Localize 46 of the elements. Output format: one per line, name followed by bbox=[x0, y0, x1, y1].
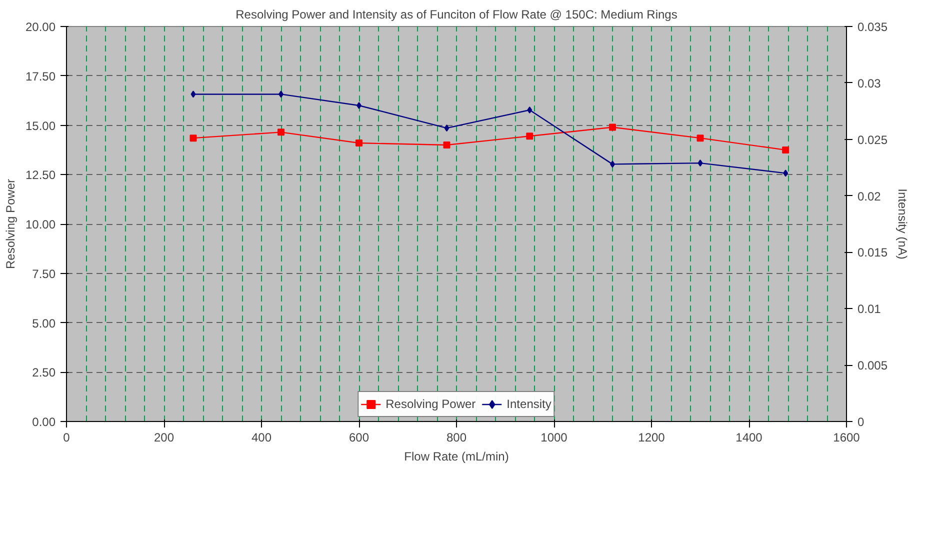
x-tick-label: 200 bbox=[154, 430, 174, 444]
x-tick-label: 800 bbox=[446, 430, 467, 444]
y2-tick-label: 0.015 bbox=[858, 246, 888, 260]
x-tick-label: 1200 bbox=[638, 430, 666, 444]
legend-label: Intensity bbox=[506, 397, 552, 411]
point bbox=[783, 170, 788, 177]
y-tick-label: 12.50 bbox=[25, 168, 56, 182]
y-tick-label: 20.00 bbox=[25, 20, 56, 34]
point bbox=[526, 132, 534, 140]
point bbox=[190, 90, 196, 98]
point bbox=[696, 134, 704, 142]
y2-tick-label: 0.03 bbox=[858, 76, 882, 90]
y2-tick-label: 0.005 bbox=[858, 358, 888, 373]
y2-tick-label: 0 bbox=[858, 415, 864, 429]
point bbox=[443, 142, 450, 148]
y-tick-label: 7.50 bbox=[32, 266, 56, 281]
y-tick-label: 5.00 bbox=[32, 316, 56, 330]
point bbox=[698, 160, 703, 167]
point bbox=[527, 106, 532, 114]
point bbox=[444, 124, 450, 132]
y2-tick-label: 0.035 bbox=[858, 20, 888, 34]
y2-tick-label: 0.025 bbox=[858, 132, 888, 147]
y-tick-label: 10.00 bbox=[25, 218, 56, 232]
chart-title: Resolving Power and Intensity as of Funciton of Flow Rate @ 150C: Medium Rings bbox=[236, 8, 678, 22]
y2-tick-label: 0.02 bbox=[858, 189, 882, 204]
point bbox=[190, 134, 197, 142]
x-tick-label: 0 bbox=[63, 430, 70, 444]
point bbox=[356, 102, 362, 109]
x-tick-label: 1400 bbox=[736, 430, 763, 444]
x-axis-title: Flow Rate (mL/min) bbox=[404, 450, 509, 464]
y-axis-title: Resolving Power bbox=[3, 178, 18, 270]
point bbox=[782, 146, 790, 154]
point bbox=[356, 140, 362, 147]
x-tick-label: 400 bbox=[251, 430, 272, 444]
x-tick-label: 1000 bbox=[540, 430, 568, 444]
y-tick-label: 17.50 bbox=[25, 69, 56, 84]
y-tick-label: 0.00 bbox=[32, 415, 56, 429]
x-tick-label: 600 bbox=[348, 430, 370, 444]
y2-axis-title: Intensity (nA) bbox=[896, 188, 910, 260]
y2-tick-label: 0.01 bbox=[858, 302, 882, 316]
y-tick-label: 2.50 bbox=[32, 366, 56, 380]
x-tick-label: 1600 bbox=[833, 430, 860, 444]
y-tick-label: 15.00 bbox=[25, 118, 56, 133]
point bbox=[609, 124, 616, 131]
legend-label: Resolving Power bbox=[386, 397, 476, 411]
point bbox=[278, 128, 284, 136]
